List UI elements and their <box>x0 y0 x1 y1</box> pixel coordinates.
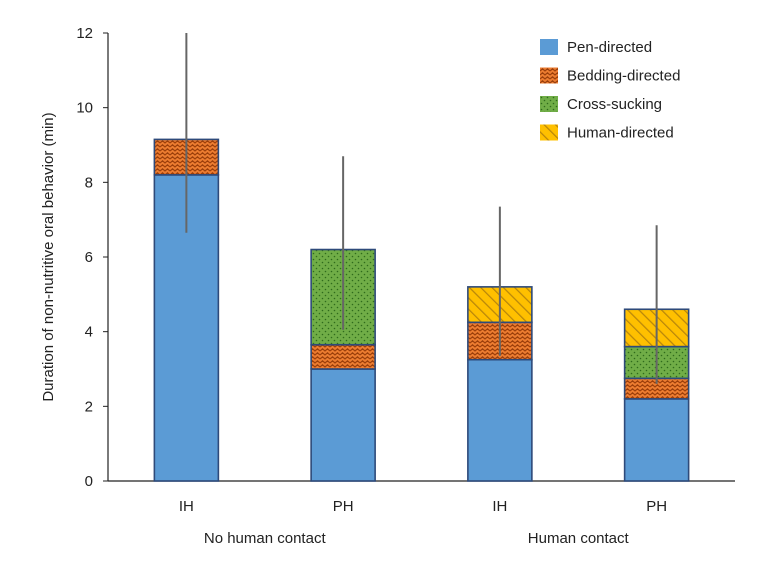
y-tick-label: 10 <box>76 100 93 117</box>
x-tick-label: IH <box>492 498 507 515</box>
x-tick-label: PH <box>646 498 667 515</box>
legend-label: Bedding-directed <box>567 68 680 85</box>
x-tick-label: IH <box>179 498 194 515</box>
bar-segment-pen-directed <box>310 368 376 482</box>
legend-label: Human-directed <box>567 125 674 142</box>
legend-swatch <box>540 96 558 112</box>
bar-segment-bedding-directed <box>310 343 376 370</box>
legend-label: Cross-sucking <box>567 96 662 113</box>
y-tick-label: 12 <box>76 25 93 42</box>
y-tick-label: 8 <box>85 174 93 191</box>
y-tick-label: 4 <box>85 324 93 341</box>
legend-swatch <box>540 67 558 84</box>
bar-segment-pen-directed <box>623 398 690 482</box>
legend: Pen-directed Bedding-directed Cross-suckin… <box>540 39 680 142</box>
y-tick-label: 6 <box>85 249 93 266</box>
bar-segment-pen-directed <box>467 358 533 482</box>
x-group-label: Human contact <box>528 530 630 547</box>
x-tick-label: PH <box>333 498 354 515</box>
plot-area: 0 2 4 6 8 10 12 IH PH IH PH No human contact Human c… <box>76 25 735 547</box>
y-tick-label: 0 <box>85 473 93 490</box>
y-tick-label: 2 <box>85 398 93 415</box>
legend-swatch <box>540 124 558 141</box>
y-axis-label: Duration of non-nutritive oral behavior … <box>40 112 57 401</box>
legend-swatch <box>540 39 558 55</box>
x-group-label: No human contact <box>204 530 327 547</box>
legend-label: Pen-directed <box>567 39 652 56</box>
